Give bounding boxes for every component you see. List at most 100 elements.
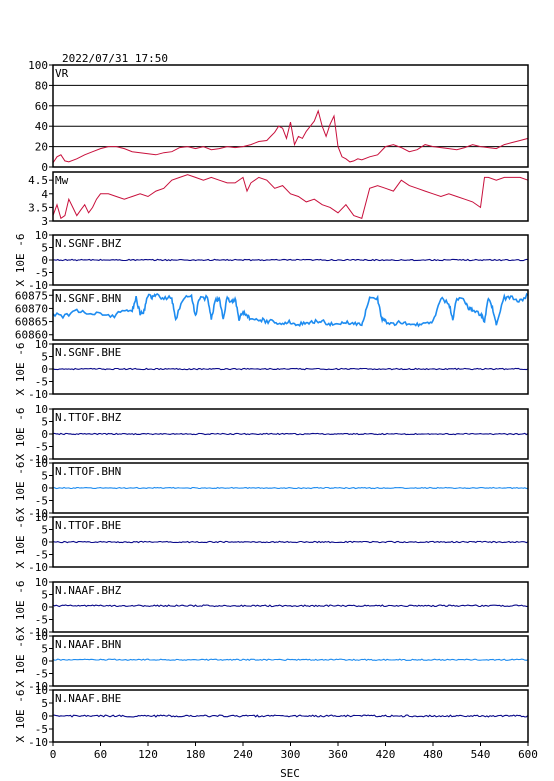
y-tick-label: 10 bbox=[35, 511, 48, 524]
y-tick-label: -5 bbox=[35, 668, 48, 681]
y-axis-label: X 10E -6 bbox=[14, 635, 27, 688]
series-line bbox=[53, 486, 529, 490]
y-tick-label: 20 bbox=[35, 141, 48, 154]
x-tick-label: 60 bbox=[94, 748, 107, 761]
panel-frame bbox=[52, 343, 529, 395]
panel-label: N.NAAF.BHN bbox=[55, 638, 121, 651]
y-tick-label: -10 bbox=[28, 279, 48, 292]
panel-label: N.NAAF.BHE bbox=[55, 692, 121, 705]
series-line bbox=[52, 109, 529, 164]
panel-frame bbox=[52, 516, 529, 568]
x-tick-label: 0 bbox=[50, 748, 57, 761]
y-tick-label: 60865 bbox=[15, 316, 48, 329]
y-tick-label: 4 bbox=[41, 188, 48, 201]
y-tick-label: 60 bbox=[35, 100, 48, 113]
y-tick-label: -10 bbox=[28, 626, 48, 639]
y-tick-label: 10 bbox=[35, 229, 48, 242]
series-line bbox=[52, 432, 529, 436]
y-tick-label: 0 bbox=[41, 161, 48, 174]
panel-label: VR bbox=[55, 67, 69, 80]
y-tick-label: 0 bbox=[41, 601, 48, 614]
x-tick-label: 360 bbox=[328, 748, 348, 761]
y-axis-label: X 10E -6 bbox=[14, 462, 27, 515]
panel-frame bbox=[52, 581, 529, 633]
y-tick-label: 10 bbox=[35, 338, 48, 351]
y-tick-label: 60870 bbox=[15, 302, 48, 315]
y-tick-label: -10 bbox=[28, 453, 48, 466]
y-tick-label: -10 bbox=[28, 736, 48, 749]
y-tick-label: 10 bbox=[35, 457, 48, 470]
y-tick-label: -5 bbox=[35, 267, 48, 280]
y-tick-label: 40 bbox=[35, 120, 48, 133]
y-tick-label: 10 bbox=[35, 630, 48, 643]
y-tick-label: 4.5 bbox=[28, 174, 48, 187]
y-tick-label: 5 bbox=[41, 589, 48, 602]
y-axis-label: X 10E -6 bbox=[14, 234, 27, 287]
y-tick-label: 0 bbox=[41, 536, 48, 549]
y-tick-label: -5 bbox=[35, 723, 48, 736]
y-axis-label: X 10E -6 bbox=[14, 516, 27, 569]
y-tick-label: 5 bbox=[41, 351, 48, 364]
x-tick-label: 300 bbox=[281, 748, 301, 761]
series-line bbox=[52, 174, 529, 220]
y-tick-label: 80 bbox=[35, 79, 48, 92]
panel-frame bbox=[52, 171, 529, 222]
panel-label: Mw bbox=[55, 174, 69, 187]
panel-label: N.SGNF.BHE bbox=[55, 346, 121, 359]
y-tick-label: -5 bbox=[35, 549, 48, 562]
x-tick-label: 600 bbox=[518, 748, 538, 761]
y-tick-label: -10 bbox=[28, 388, 48, 401]
y-tick-label: -5 bbox=[35, 614, 48, 627]
series-line bbox=[52, 540, 529, 544]
panel-label: N.SGNF.BHZ bbox=[55, 237, 122, 250]
panel-label: N.TTOF.BHZ bbox=[55, 411, 122, 424]
panel-mw: 33.544.5 Mw bbox=[28, 171, 529, 228]
panel-frame bbox=[52, 462, 529, 514]
y-tick-label: 5 bbox=[41, 697, 48, 710]
series-line bbox=[52, 658, 529, 662]
y-tick-label: 5 bbox=[41, 416, 48, 429]
y-tick-label: 10 bbox=[35, 403, 48, 416]
x-tick-label: 120 bbox=[138, 748, 158, 761]
panel-frame bbox=[52, 635, 529, 687]
y-tick-label: 10 bbox=[35, 684, 48, 697]
y-tick-label: 0 bbox=[41, 254, 48, 267]
x-tick-label: 240 bbox=[233, 748, 253, 761]
series-line bbox=[52, 367, 529, 371]
y-tick-label: 5 bbox=[41, 242, 48, 255]
y-tick-label: -10 bbox=[28, 680, 48, 693]
y-tick-label: 0 bbox=[41, 655, 48, 668]
panel-label: N.NAAF.BHZ bbox=[55, 584, 122, 597]
y-tick-label: 60860 bbox=[15, 329, 48, 342]
x-tick-label: 480 bbox=[423, 748, 443, 761]
y-tick-label: 10 bbox=[35, 576, 48, 589]
y-tick-label: 5 bbox=[41, 524, 48, 537]
x-tick-label: 420 bbox=[376, 748, 396, 761]
panel-label: N.TTOF.BHN bbox=[55, 465, 121, 478]
y-axis-label: X 10E -6 bbox=[14, 408, 27, 461]
chart-title: 2022/07/31 17:50 bbox=[62, 52, 168, 65]
y-tick-label: -5 bbox=[35, 376, 48, 389]
y-tick-label: -10 bbox=[28, 507, 48, 520]
x-tick-label: 540 bbox=[471, 748, 491, 761]
y-tick-label: 5 bbox=[41, 470, 48, 483]
x-axis-label: SEC bbox=[280, 767, 300, 780]
panel-label: N.SGNF.BHN bbox=[55, 292, 121, 305]
y-tick-label: 0 bbox=[41, 363, 48, 376]
y-tick-label: 3.5 bbox=[28, 201, 48, 214]
panel-label: N.TTOF.BHE bbox=[55, 519, 121, 532]
panel-frame bbox=[52, 408, 529, 460]
y-axis-label: X 10E -6 bbox=[14, 690, 27, 743]
panel-frame bbox=[52, 64, 529, 168]
y-tick-label: 60875 bbox=[15, 289, 48, 302]
panel-frame bbox=[52, 289, 529, 341]
